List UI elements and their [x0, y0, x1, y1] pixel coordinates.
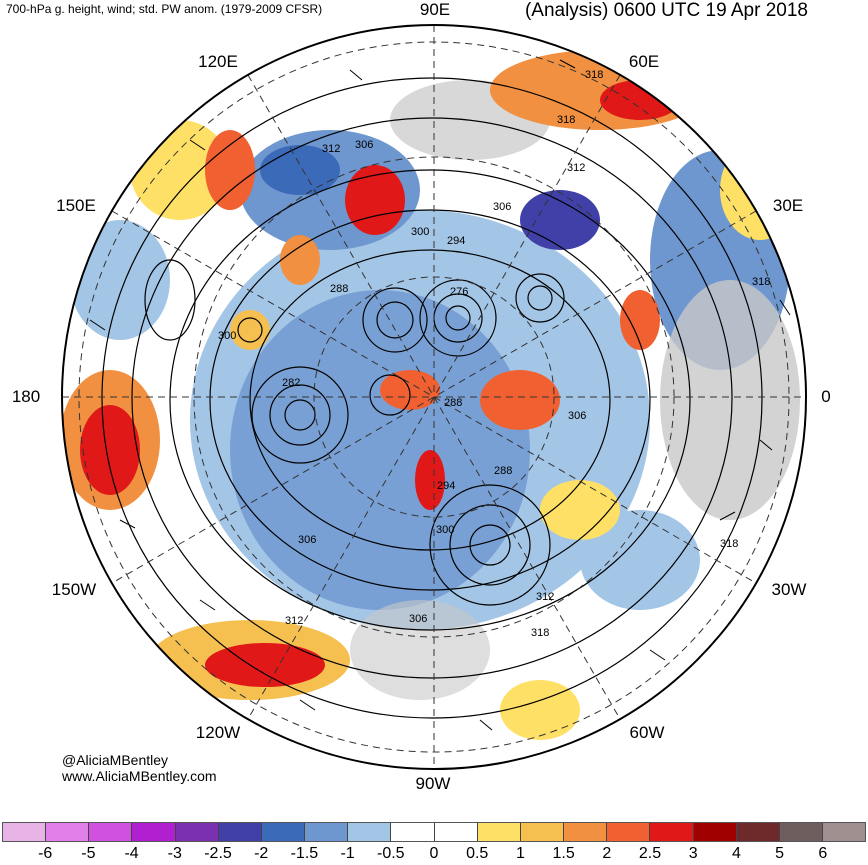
colorbar-tick-label: 4	[731, 845, 741, 862]
map-border	[61, 24, 807, 770]
colorbar-tick-label: 2	[602, 845, 612, 862]
contour-label: 318	[720, 538, 738, 550]
contour-label: 276	[450, 286, 468, 298]
contour-label: 312	[285, 615, 303, 627]
colorbar-swatch	[693, 823, 737, 841]
lon-label-90w: 90W	[415, 774, 451, 793]
lon-label-60e: 60E	[628, 52, 660, 71]
colorbar-tick-label: -1.5	[290, 845, 319, 862]
lon-label-150w: 150W	[51, 580, 97, 599]
colorbar-tick-label: 3	[688, 845, 698, 862]
contour-labels: 318 318 312 306 312 306 300 294 288 276 …	[218, 69, 770, 639]
contour-label: 318	[752, 276, 770, 288]
colorbar-tick-label: -3	[167, 845, 182, 862]
contour-label: 306	[298, 534, 316, 546]
credit-website[interactable]: www.AliciaMBentley.com	[62, 768, 217, 784]
colorbar-swatch	[46, 823, 90, 841]
lon-label-0: 0	[821, 387, 831, 406]
colorbar-tick-label: -4	[124, 845, 139, 862]
colorbar-swatch	[650, 823, 694, 841]
contour-label: 294	[437, 480, 455, 492]
contour-label: 300	[218, 330, 236, 342]
colorbar-swatch	[391, 823, 435, 841]
lon-label-60w: 60W	[629, 723, 665, 742]
contour-label: 288	[444, 397, 462, 409]
contour-label: 312	[536, 591, 554, 603]
colorbar-swatch	[305, 823, 349, 841]
contour-label: 294	[447, 235, 465, 247]
colorbar-tick-label: -1	[340, 845, 355, 862]
colorbar-tick-label: 2.5	[638, 845, 662, 862]
contour-label: 288	[330, 283, 348, 295]
colorbar-swatch	[736, 823, 780, 841]
contour-label: 306	[355, 139, 373, 151]
lon-label-120w: 120W	[195, 723, 241, 742]
colorbar-tick-label: -6	[38, 845, 53, 862]
lon-label-30e: 30E	[772, 196, 804, 215]
colorbar-swatch	[779, 823, 823, 841]
colorbar-tick-label: -0.5	[377, 845, 405, 862]
colorbar-tick-label: 5	[775, 845, 785, 862]
analysis-timestamp: (Analysis) 0600 UTC 19 Apr 2018	[524, 0, 808, 21]
lon-label-90e: 90E	[419, 0, 451, 19]
graticule	[62, 25, 806, 769]
colorbar-tick-label: -2	[254, 845, 269, 862]
colorbar-swatch	[607, 823, 651, 841]
contour-label: 312	[567, 162, 585, 174]
colorbar-tick-label: 1	[515, 845, 525, 862]
anomaly-field	[62, 25, 806, 769]
height-contours	[101, 77, 763, 719]
contour-label: 318	[531, 627, 549, 639]
contour-label: 318	[557, 114, 575, 126]
colorbar-swatch	[218, 823, 262, 841]
contour-label: 312	[322, 143, 340, 155]
colorbar-tick-label: 0	[429, 845, 439, 862]
lon-label-150e: 150E	[56, 196, 96, 215]
colorbar-swatch	[822, 823, 866, 841]
colorbar-tick-label: -5	[81, 845, 96, 862]
colorbar-swatch	[89, 823, 133, 841]
lon-label-180: 180	[11, 387, 41, 406]
colorbar-swatch	[564, 823, 608, 841]
map-description: 700-hPa g. height, wind; std. PW anom. (…	[6, 2, 323, 16]
lon-label-120e: 120E	[198, 52, 238, 71]
colorbar-swatch	[3, 823, 47, 841]
contour-label: 300	[411, 226, 429, 238]
credit-handle: @AliciaMBentley	[62, 752, 169, 768]
contour-label: 306	[568, 410, 586, 422]
colorbar-swatch	[132, 823, 176, 841]
contour-label: 300	[436, 524, 454, 536]
contour-label: 306	[409, 613, 427, 625]
lon-label-30w: 30W	[771, 580, 807, 599]
colorbar-tick-label: 6	[818, 845, 828, 862]
colorbar-swatch	[434, 823, 478, 841]
colorbar-swatch	[520, 823, 565, 841]
colorbar-tick-label: -2.5	[204, 845, 232, 862]
contour-label: 288	[494, 465, 512, 477]
contour-label: 306	[493, 201, 511, 213]
contour-label: 282	[282, 377, 300, 389]
colorbar-swatch	[175, 823, 219, 841]
contour-label: 318	[585, 69, 603, 81]
colorbar-swatch	[348, 823, 392, 841]
colorbar-swatch	[477, 823, 521, 841]
colorbar-tick-label: 0.5	[466, 845, 489, 862]
colorbar-tick-label: 1.5	[552, 845, 575, 862]
colorbar-swatch	[261, 823, 306, 841]
pw-anomaly-colorbar	[2, 822, 866, 842]
